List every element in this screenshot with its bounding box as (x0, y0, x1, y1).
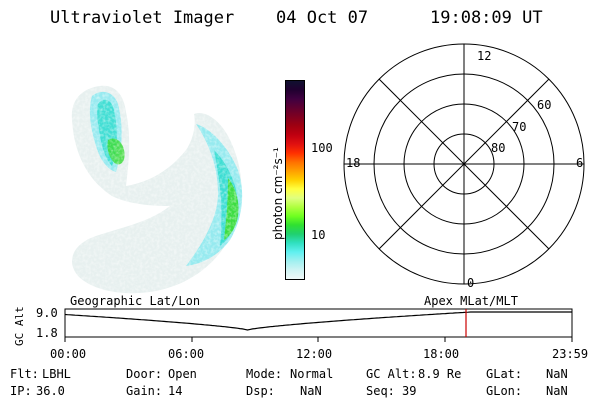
strip-left-title: Geographic Lat/Lon (70, 294, 201, 308)
status-gain-value: 14 (168, 384, 183, 398)
status-dsp-label: Dsp: (246, 384, 275, 398)
strip-right-title: Apex MLat/MLT (424, 294, 518, 308)
colorbar (285, 80, 305, 280)
strip-ytick-1-8: 1.8 (36, 326, 58, 340)
status-glat-label: GLat: (486, 367, 523, 381)
status-glat-value: NaN (546, 367, 568, 381)
mlt-label-12: 12 (477, 49, 492, 63)
colorbar-tick-10: 10 (311, 228, 326, 242)
status-gain-label: Gain: (126, 384, 163, 398)
strip-xtick-label-4: 23:59 (552, 347, 589, 361)
status-dsp-value: NaN (300, 384, 322, 398)
lat-label-80: 80 (491, 141, 506, 155)
mlt-label-6: 6 (576, 156, 584, 170)
status-flt-label: Flt: (10, 367, 39, 381)
strip-xtick-label-1: 06:00 (168, 347, 205, 361)
status-gcalt-value: 8.9 Re (418, 367, 462, 381)
lat-label-70: 70 (512, 120, 527, 134)
instrument-title: Ultraviolet Imager (50, 8, 235, 28)
mlt-label-18: 18 (346, 156, 361, 170)
status-mode-value: Normal (290, 367, 334, 381)
status-gcalt-label: GC Alt: (366, 367, 417, 381)
status-ip-label: IP: (10, 384, 32, 398)
status-flt-value: LBHL (42, 367, 71, 381)
status-glon-value: NaN (546, 384, 568, 398)
strip-xtick-label-2: 12:00 (296, 347, 333, 361)
time-label: 19:08:09 UT (430, 8, 543, 28)
mlt-label-0: 0 (467, 276, 475, 290)
status-ip-value: 36.0 (36, 384, 65, 398)
aurora-speckle (68, 84, 250, 296)
status-mode-label: Mode: (246, 367, 283, 381)
strip-xtick-label-3: 18:00 (423, 347, 460, 361)
colorbar-tick-100: 100 (311, 141, 333, 155)
strip-xtick-label-0: 00:00 (50, 347, 87, 361)
altitude-curve (64, 311, 572, 331)
date-label: 04 Oct 07 (276, 8, 369, 28)
status-door-value: Open (168, 367, 197, 381)
status-seq-value: 39 (402, 384, 417, 398)
lat-label-60: 60 (537, 98, 552, 112)
status-glon-label: GLon: (486, 384, 523, 398)
status-seq-label: Seq: (366, 384, 395, 398)
strip-ytick-9: 9.0 (36, 306, 58, 320)
status-door-label: Door: (126, 367, 163, 381)
